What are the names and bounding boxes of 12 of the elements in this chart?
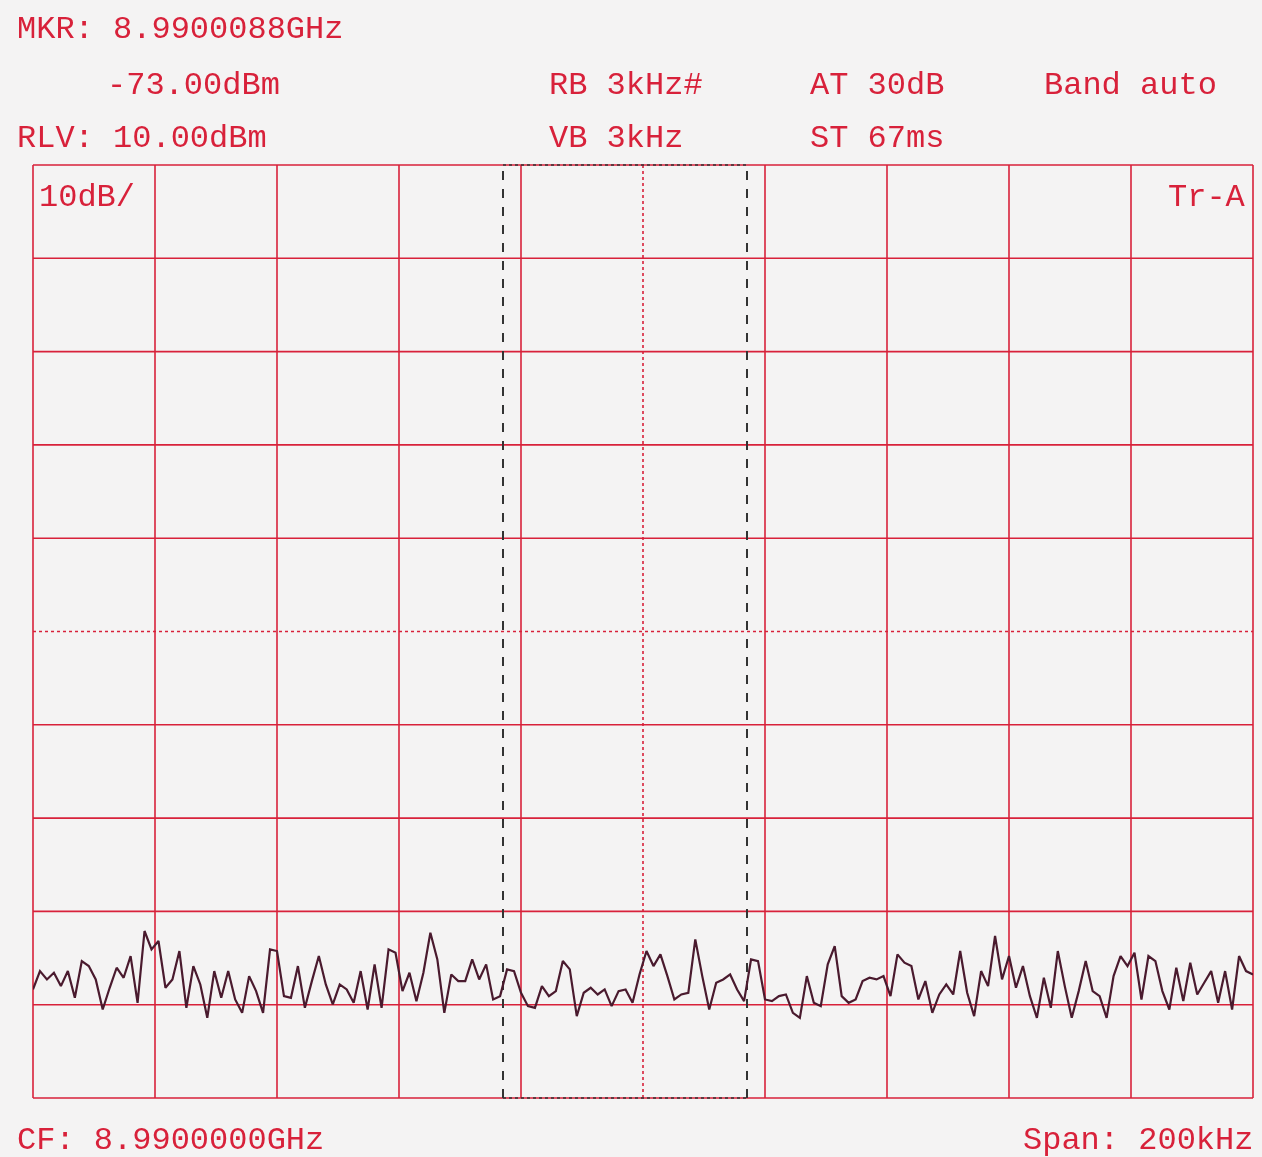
text: Span: 200kHz: [1023, 1122, 1254, 1157]
text: RLV: 10.00dBm: [17, 120, 267, 157]
text: RB 3kHz#: [549, 67, 703, 104]
text: Band auto: [1044, 67, 1217, 104]
text: 10dB/: [39, 179, 136, 216]
text: ST 67ms: [810, 120, 945, 157]
text: CF: 8.9900000GHz: [17, 1122, 325, 1157]
text: -73.00dBm: [107, 67, 280, 104]
text: Tr-A: [1168, 179, 1246, 216]
text: MKR: 8.9900088GHz: [17, 11, 344, 48]
text: AT 30dB: [810, 67, 945, 104]
text: VB 3kHz: [549, 120, 684, 157]
